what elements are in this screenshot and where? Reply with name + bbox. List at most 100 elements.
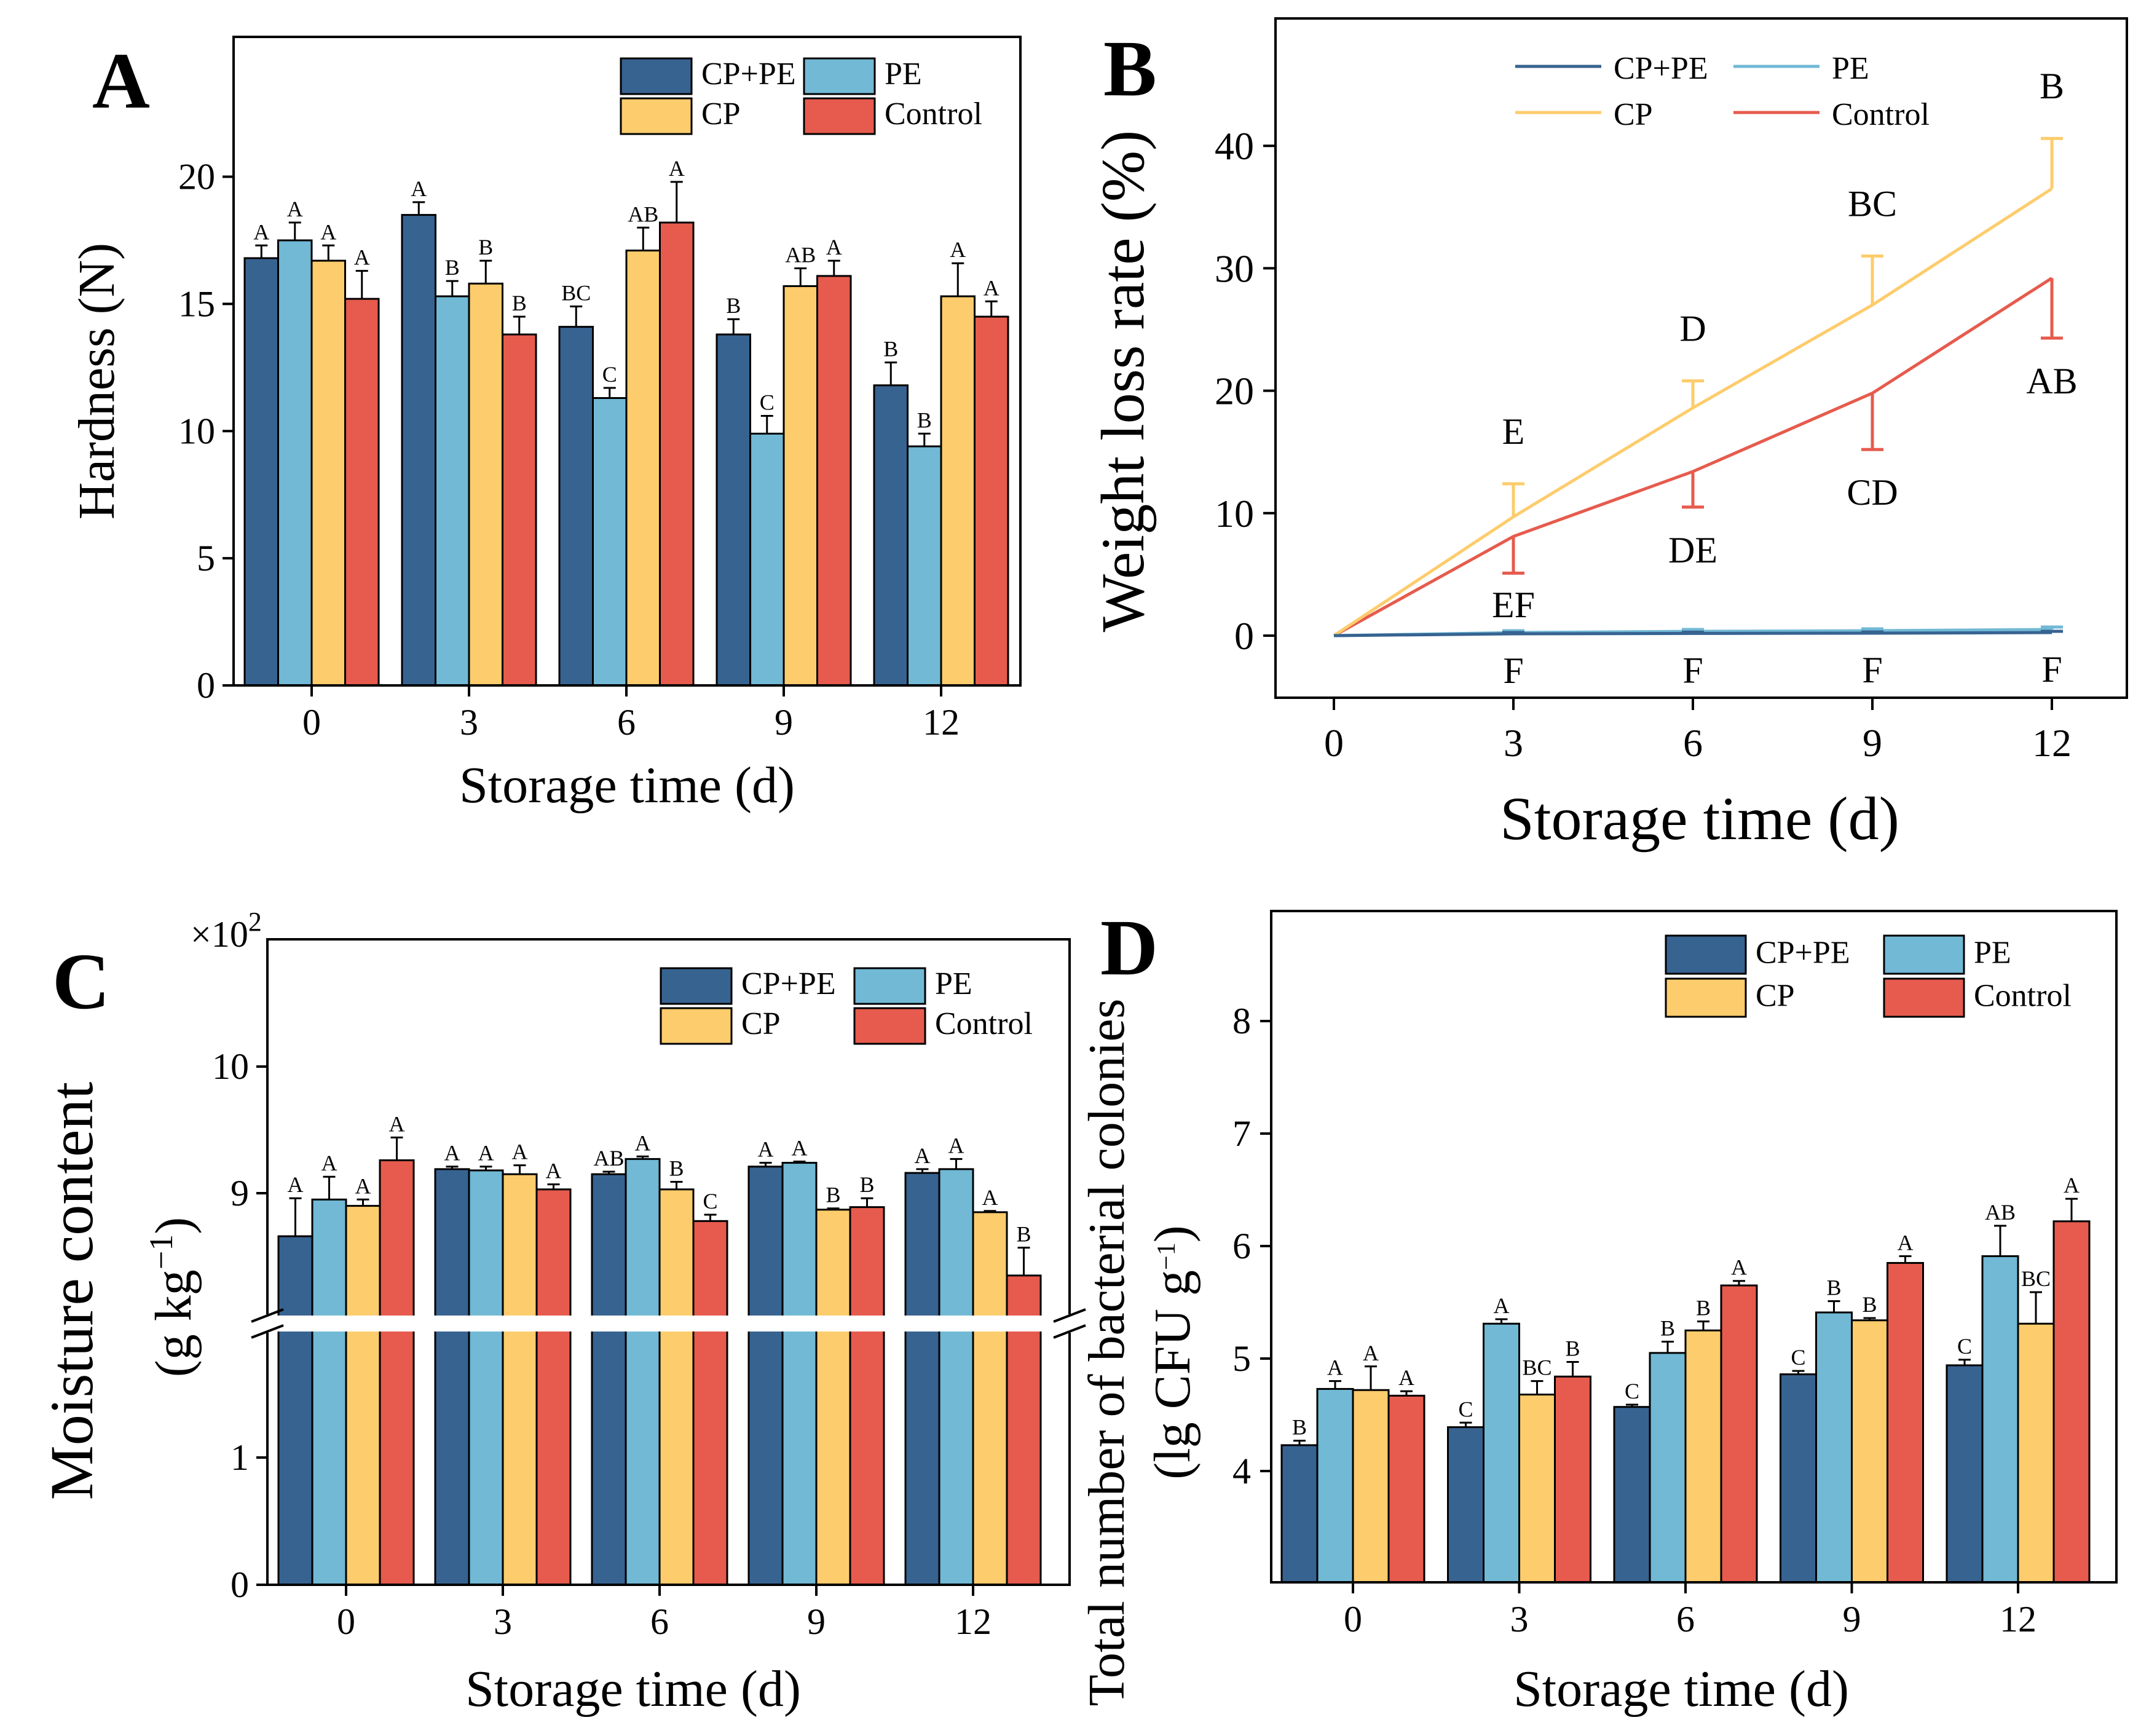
bar-control	[659, 221, 695, 687]
y-tick-label: 5	[1232, 1338, 1251, 1379]
significance-label: A	[355, 1174, 371, 1198]
bar-pe	[1815, 1311, 1853, 1584]
bar-cp	[783, 285, 818, 687]
bar-cp	[658, 1188, 695, 1586]
y-tick-label: 10	[1215, 492, 1254, 535]
bar-pe	[1649, 1352, 1687, 1584]
plot-frame	[232, 36, 1022, 687]
bar-control	[535, 1188, 572, 1586]
unit-superscript: −1	[143, 1234, 179, 1269]
unit-text: (lg CFU g	[1144, 1270, 1201, 1480]
x-tick-label: 3	[1510, 1599, 1529, 1639]
axis-break-mark	[1053, 1324, 1086, 1339]
bar-control	[849, 1206, 885, 1586]
significance-label: B	[826, 1183, 840, 1207]
axis-break-mark	[251, 1308, 284, 1323]
bar-pe	[1981, 1255, 2019, 1584]
legend-label: Control	[885, 97, 982, 132]
significance-label: B	[859, 1172, 874, 1197]
significance-label: A	[984, 275, 1000, 300]
significance-label: B	[2040, 66, 2064, 106]
bar-cp-pe	[243, 257, 279, 687]
bar-cp-pe	[591, 1173, 627, 1586]
bar-cp	[468, 282, 503, 687]
significance-label: C	[1458, 1397, 1473, 1421]
significance-label: B	[1292, 1415, 1307, 1440]
significance-label: A	[948, 1133, 964, 1158]
bar-pe	[1483, 1322, 1520, 1584]
plot-frame	[249, 938, 1088, 1586]
x-tick-label: 6	[1676, 1599, 1695, 1639]
legend-swatch-cp-pe	[1665, 934, 1747, 975]
significance-label: A	[1398, 1365, 1414, 1390]
x-tick-label: 6	[1683, 721, 1703, 765]
plot-frame	[1270, 910, 2118, 1584]
significance-label: BC	[1848, 183, 1897, 224]
significance-label: A	[1731, 1255, 1747, 1280]
axis-multiplier: ×102	[191, 907, 262, 955]
y-axis-unit: (g kg−1)	[143, 1217, 202, 1377]
y-tick-label: 4	[1232, 1451, 1251, 1491]
legend-swatch-cp	[620, 97, 693, 135]
legend: CP+PE PE CP Control	[1665, 934, 2072, 1018]
panel-b: B Weight loss rate (%) Storage time (d) …	[1089, 17, 2128, 853]
significance-label: D	[1679, 309, 1706, 349]
legend-label: Control	[935, 1006, 1033, 1041]
x-axis-title: Storage time (d)	[465, 1660, 801, 1718]
significance-label: A	[758, 1137, 774, 1162]
bar-cp	[1518, 1394, 1556, 1584]
y-tick-label: 0	[1234, 614, 1254, 658]
legend-swatch-control	[853, 1007, 926, 1045]
y-tick-label: 20	[1215, 369, 1254, 413]
significance-label: DE	[1668, 530, 1717, 570]
legend-swatch-control	[803, 97, 876, 135]
significance-label: AB	[2026, 361, 2077, 401]
significance-label: A	[411, 176, 427, 201]
legend-swatch-pe	[803, 57, 876, 95]
y-tick-label: 8	[1232, 1001, 1251, 1041]
y-tick-label: 9	[231, 1173, 249, 1213]
legend-label: PE	[1974, 936, 2011, 971]
bar-cp	[1851, 1319, 1888, 1584]
bar-pe	[749, 432, 785, 687]
bar-cp	[625, 250, 661, 687]
frame-lower	[266, 1333, 1071, 1586]
legend-label: CP	[1614, 97, 1653, 132]
legend: CP+PE PE CP Control	[1515, 51, 1930, 132]
significance-label: B	[726, 293, 741, 318]
legend-label: CP	[741, 1006, 781, 1041]
significance-label: C	[1625, 1379, 1639, 1403]
significance-label: AB	[1985, 1200, 2016, 1225]
bar-cp	[502, 1173, 538, 1586]
bar-pe	[625, 1158, 661, 1586]
x-tick-label: 3	[460, 702, 478, 743]
bar-cp	[1684, 1329, 1722, 1584]
y-tick-label: 20	[178, 157, 215, 197]
x-tick-label: 12	[923, 702, 960, 743]
bar-control	[2052, 1220, 2091, 1584]
bar-pe	[277, 239, 313, 687]
x-tick-label: 0	[1344, 1599, 1362, 1639]
frame-upper	[266, 938, 1071, 1314]
significance-label: A	[1363, 1341, 1379, 1365]
significance-label: B	[478, 235, 493, 259]
bar-cp-pe	[1447, 1426, 1485, 1584]
x-tick-label: 9	[1863, 721, 1882, 765]
significance-label: A	[669, 156, 685, 181]
bar-cp-pe	[1946, 1364, 1984, 1584]
x-axis-title: Storage time (d)	[1513, 1660, 1849, 1718]
bar-control	[1554, 1375, 1591, 1584]
significance-label: A	[982, 1185, 998, 1210]
significance-label: B	[1016, 1222, 1031, 1247]
significance-label: AB	[593, 1146, 624, 1170]
x-axis: 0 3 6 9 12	[1344, 1582, 2037, 1639]
significance-label: A	[1494, 1293, 1510, 1318]
significance-label: B	[1660, 1316, 1675, 1341]
y-tick-label: 30	[1215, 247, 1254, 290]
unit-superscript: −1	[1153, 1242, 1181, 1270]
multiplier-text: ×10	[191, 914, 248, 955]
legend: CP+PE PE CP Control	[620, 57, 982, 135]
significance-label: E	[1502, 411, 1525, 452]
x-axis: 0 3 6 9 12	[302, 685, 960, 743]
